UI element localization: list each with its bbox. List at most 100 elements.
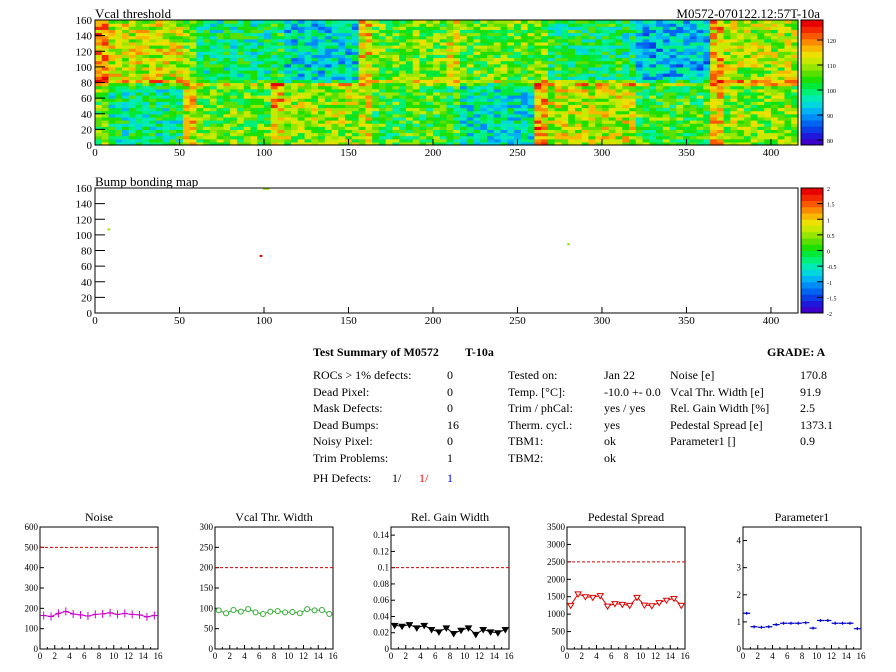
x-tick-label: 100: [256, 315, 273, 327]
heatmap-cell: [446, 26, 454, 30]
heatmap-cell: [615, 126, 623, 130]
heatmap-cell: [372, 76, 380, 80]
heatmap-cell: [764, 91, 772, 96]
heatmap-cell: [635, 135, 644, 140]
heatmap-cell: [203, 120, 211, 124]
heatmap-cell: [635, 57, 644, 62]
heatmap-cell: [351, 60, 360, 65]
y-tick-label: 0: [209, 644, 214, 654]
heatmap-cell: [351, 45, 360, 49]
heatmap-cell: [263, 23, 272, 27]
heatmap-cell: [372, 20, 380, 24]
heatmap-cell: [203, 98, 211, 102]
heatmap-cell: [115, 132, 123, 137]
heatmap-cell: [169, 132, 177, 137]
summary-middle-row-value: -10.0 +- 0.0: [604, 384, 661, 399]
heatmap-cell: [541, 110, 549, 115]
heatmap-cell: [257, 76, 265, 80]
heatmap-cell: [466, 63, 475, 68]
heatmap-cell: [588, 141, 596, 146]
heatmap-cell: [243, 120, 252, 124]
heatmap-cell: [507, 20, 515, 24]
heatmap-cell: [182, 82, 191, 87]
data-point: [129, 610, 136, 619]
heatmap-cell: [466, 110, 475, 115]
heatmap-cell: [263, 126, 272, 130]
y-tick-label: 1: [737, 617, 742, 627]
heatmap-cell: [385, 63, 394, 68]
heatmap-cell: [601, 23, 610, 27]
heatmap-cell: [534, 135, 542, 140]
heatmap-cell: [473, 23, 481, 27]
heatmap-cell: [304, 29, 312, 34]
heatmap-cell: [439, 82, 448, 87]
heatmap-cell: [710, 23, 718, 27]
heatmap-cell: [209, 98, 218, 102]
heatmap-cell: [662, 29, 671, 34]
heatmap-cell: [378, 135, 387, 140]
heatmap-cell: [770, 116, 779, 121]
heatmap-cell: [236, 141, 245, 146]
heatmap-cell: [791, 138, 799, 143]
heatmap-cell: [784, 107, 792, 112]
heatmap-cell: [514, 63, 522, 68]
heatmap-cell: [304, 126, 312, 130]
heatmap-cell: [155, 113, 164, 118]
heatmap-cell: [412, 91, 421, 96]
heatmap-cell: [784, 76, 792, 80]
heatmap-cell: [182, 138, 191, 143]
heatmap-cell: [128, 126, 137, 130]
heatmap-cell: [757, 120, 765, 124]
heatmap-cell: [419, 110, 427, 115]
heatmap-cell: [142, 79, 150, 84]
heatmap-cell: [581, 138, 590, 143]
heatmap-cell: [588, 20, 596, 24]
heatmap-cell: [108, 70, 116, 74]
x-tick-label: 14: [139, 651, 149, 661]
heatmap-cell: [642, 132, 650, 137]
heatmap-cell: [480, 41, 488, 46]
heatmap-cell: [581, 73, 590, 77]
heatmap-cell: [149, 70, 157, 74]
heatmap-cell: [236, 63, 245, 68]
heatmap-cell: [683, 70, 691, 74]
heatmap-cell: [547, 54, 556, 59]
heatmap-cell: [649, 85, 657, 90]
heatmap-cell: [277, 66, 285, 71]
heatmap-cell: [460, 88, 468, 93]
heatmap-cell: [534, 91, 542, 96]
heatmap-cell: [128, 101, 137, 105]
heatmap-cell: [128, 129, 137, 134]
heatmap-cell: [189, 38, 197, 43]
data-point: [581, 594, 590, 601]
heatmap-cell: [176, 120, 184, 124]
heatmap-cell: [635, 107, 644, 112]
heatmap-cell: [128, 88, 137, 93]
heatmap-cell: [405, 29, 414, 34]
heatmap-cell: [399, 138, 407, 143]
heatmap-cell: [777, 132, 786, 137]
heatmap-cell: [257, 79, 265, 84]
heatmap-cell: [588, 26, 596, 30]
heatmap-cell: [432, 129, 441, 134]
heatmap-cell: [128, 32, 137, 37]
heatmap-cell: [203, 63, 211, 68]
heatmap-cell: [689, 126, 698, 130]
heatmap-cell: [743, 110, 752, 115]
heatmap-cell: [703, 29, 711, 34]
heatmap-cell: [669, 116, 677, 121]
heatmap-cell: [601, 135, 610, 140]
heatmap-cell: [101, 101, 110, 105]
summary-left-row-value: 0: [447, 401, 453, 415]
heatmap-cell: [318, 91, 326, 96]
heatmap-cell: [777, 63, 786, 68]
heatmap-cell: [405, 38, 414, 43]
heatmap-cell: [412, 66, 421, 71]
heatmap-cell: [460, 45, 468, 49]
heatmap-cell: [649, 70, 657, 74]
heatmap-cell: [331, 126, 339, 130]
heatmap-cell: [500, 126, 508, 130]
heatmap-cell: [791, 79, 799, 84]
heatmap-cell: [426, 123, 434, 127]
heatmap-cell: [453, 35, 461, 40]
